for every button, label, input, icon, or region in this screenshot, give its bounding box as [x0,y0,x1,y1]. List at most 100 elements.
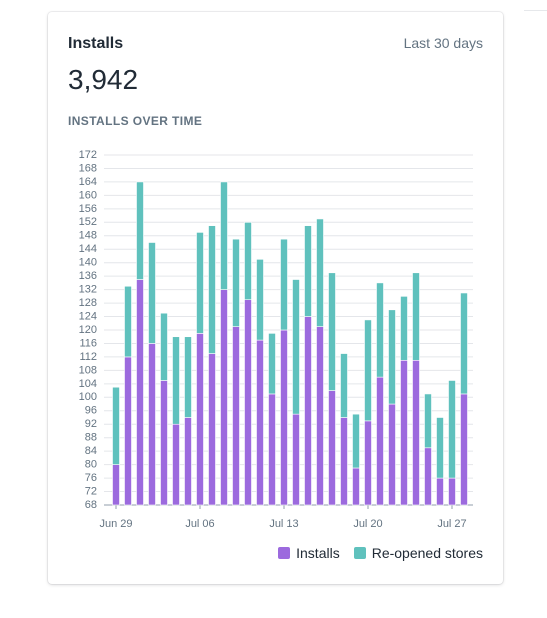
x-tick-label: Jul 20 [353,518,382,530]
bar-segment [448,380,456,479]
bar-segment [460,292,468,395]
bar-segment [388,309,396,405]
y-tick-label: 112 [79,351,97,363]
bar-segment [436,417,444,479]
bar-segment [208,353,216,506]
bar-segment [292,413,300,506]
bar-segment [376,282,384,378]
bar-segment [280,329,288,506]
bar-segment [364,420,372,506]
bar-segment [352,413,360,469]
bar-segment [400,296,408,361]
x-tick-label: Jul 27 [437,518,466,530]
bar-segment [400,359,408,506]
y-tick-label: 160 [79,189,97,201]
y-tick-label: 128 [79,297,97,309]
x-tick-label: Jul 13 [269,518,298,530]
bar-segment [256,339,264,506]
date-range[interactable]: Last 30 days [403,35,483,51]
bar-segment [316,218,324,327]
bar-segment [316,326,324,506]
bar-segment [112,464,120,506]
y-tick-label: 68 [85,499,97,511]
bar-segment [160,312,168,381]
bar-segment [172,336,180,425]
legend: Installs Re-opened stores [264,545,483,561]
bar-segment [424,393,432,449]
bar-segment [196,333,204,506]
bar-segment [256,259,264,341]
chart-subtitle: INSTALLS OVER TIME [68,114,203,128]
bar-segment [412,359,420,506]
bar-segment [304,225,312,317]
y-tick-label: 108 [79,364,97,376]
bar-segment [280,238,288,331]
y-tick-label: 104 [79,378,97,390]
card-title: Installs [68,35,124,52]
bar-segment [412,272,420,361]
bar-segment [184,417,192,506]
legend-label: Re-opened stores [371,545,483,561]
y-tick-label: 116 [79,337,97,349]
bar-segment [388,403,396,506]
y-tick-label: 120 [79,324,97,336]
bar-segment [268,393,276,506]
bar-segment [292,279,300,415]
bar-segment [220,289,228,506]
bar-segment [376,376,384,506]
legend-swatch [278,547,291,559]
y-tick-label: 144 [79,243,97,255]
bar-segment [460,393,468,506]
bar-segment [136,181,144,280]
bar-segment [232,238,240,327]
bar-segment [328,390,336,506]
divider [524,10,547,11]
bar-segment [304,316,312,506]
y-tick-label: 80 [85,459,97,471]
y-tick-label: 140 [79,257,97,269]
y-tick-label: 92 [85,418,97,430]
y-tick-label: 124 [79,310,97,322]
bar-segment [328,272,336,391]
bar-segment [184,336,192,418]
bar-segment [352,467,360,506]
y-tick-label: 164 [79,176,97,188]
y-tick-label: 152 [79,216,97,228]
bar-segment [340,353,348,418]
y-tick-label: 148 [79,230,97,242]
bar-segment [208,225,216,354]
bar-segment [136,279,144,506]
y-tick-label: 84 [85,445,97,457]
bar-segment [124,356,132,506]
bar-segment [232,326,240,506]
bar-segment [220,181,228,290]
bar-segment [436,477,444,506]
y-tick-label: 172 [79,149,97,161]
y-tick-label: 72 [85,485,97,497]
y-tick-label: 156 [79,203,97,215]
x-tick-label: Jul 06 [185,518,214,530]
y-tick-label: 88 [85,432,97,444]
bar-segment [196,232,204,334]
metric: 3,942 [68,64,139,95]
bar-segment [148,242,156,344]
bar-segment [160,380,168,506]
y-tick-label: 96 [85,405,97,417]
bar-segment [124,285,132,358]
y-tick-label: 136 [79,270,97,282]
bar-segment [424,447,432,506]
y-tick-label: 76 [85,472,97,484]
bar-segment [448,477,456,506]
bar-segment [148,343,156,506]
legend-swatch [353,547,366,559]
bar-segment [244,299,252,506]
x-tick-label: Jun 29 [99,518,132,530]
bar-segment [364,319,372,422]
bar-segment [244,222,252,301]
bar-segment [268,333,276,395]
bar-segment [172,423,180,506]
y-tick-label: 100 [79,391,97,403]
bar-segment [112,386,120,465]
